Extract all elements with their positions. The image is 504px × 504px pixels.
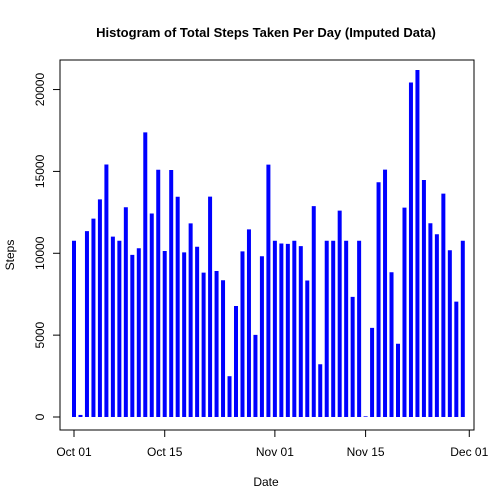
y-tick-label: 0 [33,413,47,420]
x-tick-label: Oct 15 [147,445,183,459]
chart-title: Histogram of Total Steps Taken Per Day (… [96,25,436,40]
y-tick-label: 5000 [33,321,47,348]
y-tick-label: 10000 [33,236,47,270]
y-axis-label: Steps [3,240,17,271]
y-axis: 0 5000 10000 15000 20000 [33,73,61,420]
x-tick-label: Dec 01 [450,445,488,459]
x-axis-label: Date [253,475,279,489]
y-tick-label: 15000 [33,154,47,188]
x-axis: Oct 01 Oct 15 Nov 01 Nov 15 Dec 01 [56,429,489,459]
x-tick-label: Oct 01 [56,445,92,459]
x-tick-label: Nov 15 [347,445,385,459]
y-tick-label: 20000 [33,73,47,107]
bars-group [72,70,465,417]
x-tick-label: Nov 01 [256,445,294,459]
